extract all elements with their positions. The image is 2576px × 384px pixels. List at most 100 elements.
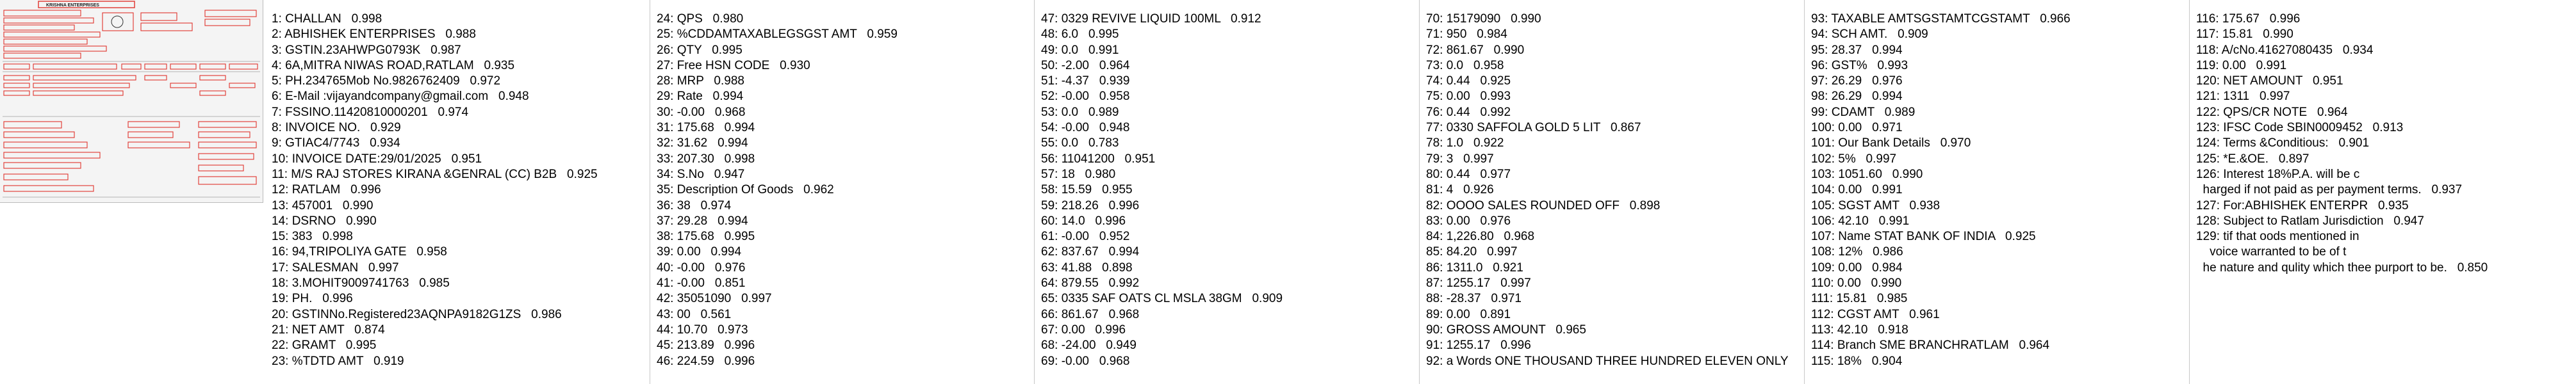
ocr-line: 71: 950 0.984 — [1426, 28, 1507, 42]
ocr-line: 44: 10.70 0.973 — [657, 323, 748, 337]
ocr-line: 8: INVOICE NO. 0.929 — [272, 121, 401, 135]
ocr-line: 21: NET AMT 0.874 — [272, 323, 385, 337]
ocr-line: 24: QPS 0.980 — [657, 12, 744, 26]
column-divider — [1804, 0, 1805, 384]
ocr-line: 123: IFSC Code SBIN0009452 0.913 — [2196, 121, 2404, 135]
ocr-line: 14: DSRNO 0.990 — [272, 214, 377, 228]
ocr-line: 57: 18 0.980 — [1041, 167, 1116, 181]
ocr-line: 48: 6.0 0.995 — [1041, 28, 1119, 42]
ocr-line: 10: INVOICE DATE:29/01/2025 0.951 — [272, 152, 482, 166]
ocr-line: 69: -0.00 0.968 — [1041, 354, 1130, 368]
ocr-line: 110: 0.00 0.990 — [1811, 276, 1902, 291]
ocr-line: 47: 0329 REVIVE LIQUID 100ML 0.912 — [1041, 12, 1261, 26]
ocr-line: 7: FSSINO.11420810000201 0.974 — [272, 105, 469, 119]
ocr-column-4: 70: 15179090 0.990 71: 950 0.984 72: 861.6… — [1420, 12, 1805, 384]
ocr-column-3: 47: 0329 REVIVE LIQUID 100ML 0.912 48: 6.… — [1035, 12, 1420, 384]
ocr-column-2: 24: QPS 0.980 25: %CDDAMTAXABLEGSGST AMT … — [650, 12, 1035, 384]
ocr-line: 72: 861.67 0.990 — [1426, 43, 1525, 57]
ocr-line: 16: 94,TRIPOLIYA GATE 0.958 — [272, 245, 447, 259]
ocr-line: 93: TAXABLE AMTSGSTAMTCGSTAMT 0.966 — [1811, 12, 2071, 26]
ocr-line: 78: 1.0 0.922 — [1426, 136, 1504, 150]
ocr-line: 84: 1,226.80 0.968 — [1426, 230, 1535, 244]
thumbnail-title: KRISHNA ENTERPRISES — [46, 3, 99, 8]
ocr-line: 121: 1311 0.997 — [2196, 90, 2290, 104]
ocr-line: 61: -0.00 0.952 — [1041, 230, 1130, 244]
column-divider — [1419, 0, 1420, 384]
ocr-line: 114: Branch SME BRANCHRATLAM 0.964 — [1811, 339, 2050, 353]
ocr-line: 74: 0.44 0.925 — [1426, 74, 1511, 88]
ocr-line: 58: 15.59 0.955 — [1041, 183, 1133, 197]
ocr-column-6: 116: 175.67 0.996 117: 15.81 0.990 118: A/… — [2190, 12, 2576, 384]
ocr-column-5: 93: TAXABLE AMTSGSTAMTCGSTAMT 0.966 94: S… — [1805, 12, 2190, 384]
ocr-line: 107: Name STAT BANK OF INDIA 0.925 — [1811, 230, 2036, 244]
ocr-line: 109: 0.00 0.984 — [1811, 260, 1903, 275]
ocr-line: 50: -2.00 0.964 — [1041, 58, 1130, 72]
ocr-line: 95: 28.37 0.994 — [1811, 43, 1903, 57]
ocr-line: 11: M/S RAJ STORES KIRANA &GENRAL (CC) B… — [272, 167, 598, 181]
ocr-line: 65: 0335 SAF OATS CL MSLA 38GM 0.909 — [1041, 292, 1283, 306]
ocr-line: 81: 4 0.926 — [1426, 183, 1494, 197]
ocr-line: 17: SALESMAN 0.997 — [272, 260, 399, 275]
ocr-line: 13: 457001 0.990 — [272, 198, 373, 212]
ocr-line: 63: 41.88 0.898 — [1041, 260, 1133, 275]
column-divider — [1034, 0, 1035, 384]
ocr-line: 85: 84.20 0.997 — [1426, 245, 1518, 259]
ocr-line: 99: CDAMT 0.989 — [1811, 105, 1916, 119]
ocr-line: 23: %TDTD AMT 0.919 — [272, 354, 404, 368]
ocr-line: 112: CGST AMT 0.961 — [1811, 307, 1940, 321]
ocr-line: 82: OOOO SALES ROUNDED OFF 0.898 — [1426, 198, 1661, 212]
ocr-line: 26: QTY 0.995 — [657, 43, 742, 57]
ocr-line: he nature and qulity which thee purport … — [2196, 260, 2488, 275]
ocr-line: 76: 0.44 0.992 — [1426, 105, 1511, 119]
ocr-line: 108: 12% 0.986 — [1811, 245, 1903, 259]
ocr-line: 91: 1255.17 0.996 — [1426, 339, 1531, 353]
ocr-line: 124: Terms &Conditious: 0.901 — [2196, 136, 2370, 150]
ocr-line: 68: -24.00 0.949 — [1041, 339, 1136, 353]
ocr-line: harged if not paid as per payment terms.… — [2196, 183, 2463, 197]
ocr-line: 25: %CDDAMTAXABLEGSGST AMT 0.959 — [657, 28, 898, 42]
ocr-line: 117: 15.81 0.990 — [2196, 28, 2293, 42]
ocr-line: 18: 3.MOHIT9009741763 0.985 — [272, 276, 450, 291]
ocr-line: 103: 1051.60 0.990 — [1811, 167, 1923, 181]
ocr-line: 120: NET AMOUNT 0.951 — [2196, 74, 2343, 88]
ocr-line: 34: S.No 0.947 — [657, 167, 745, 181]
ocr-line: 59: 218.26 0.996 — [1041, 198, 1140, 212]
ocr-line: 111: 15.81 0.985 — [1811, 292, 1908, 306]
document-thumbnail: KRISHNA ENTERPRISES — [0, 0, 263, 203]
ocr-line: 56: 11041200 0.951 — [1041, 152, 1156, 166]
ocr-line: 30: -0.00 0.968 — [657, 105, 746, 119]
ocr-line: 128: Subject to Ratlam Jurisdiction 0.94… — [2196, 214, 2424, 228]
ocr-line: 32: 31.62 0.994 — [657, 136, 748, 150]
ocr-line: 94: SCH AMT. 0.909 — [1811, 28, 1928, 42]
ocr-line: 43: 00 0.561 — [657, 307, 732, 321]
ocr-line: 105: SGST AMT 0.938 — [1811, 198, 1940, 212]
ocr-line: 64: 879.55 0.992 — [1041, 276, 1140, 291]
ocr-line: 79: 3 0.997 — [1426, 152, 1494, 166]
ocr-line: 126: Interest 18%P.A. will be c — [2196, 167, 2360, 181]
ocr-line: 33: 207.30 0.998 — [657, 152, 755, 166]
ocr-line: 35: Description Of Goods 0.962 — [657, 183, 834, 197]
ocr-line: 54: -0.00 0.948 — [1041, 121, 1130, 135]
ocr-line: 4: 6A,MITRA NIWAS ROAD,RATLAM 0.935 — [272, 58, 515, 72]
ocr-line: 49: 0.0 0.991 — [1041, 43, 1119, 57]
ocr-line: 77: 0330 SAFFOLA GOLD 5 LIT 0.867 — [1426, 121, 1641, 135]
ocr-line: 40: -0.00 0.976 — [657, 260, 746, 275]
ocr-line: 100: 0.00 0.971 — [1811, 121, 1903, 135]
ocr-line: 102: 5% 0.997 — [1811, 152, 1897, 166]
column-divider — [2189, 0, 2190, 384]
ocr-line: 66: 861.67 0.968 — [1041, 307, 1140, 321]
ocr-line: 27: Free HSN CODE 0.930 — [657, 58, 810, 72]
ocr-line: 38: 175.68 0.995 — [657, 230, 755, 244]
ocr-line: 89: 0.00 0.891 — [1426, 307, 1511, 321]
ocr-line: 80: 0.44 0.977 — [1426, 167, 1511, 181]
ocr-line: 62: 837.67 0.994 — [1041, 245, 1140, 259]
ocr-line: 75: 0.00 0.993 — [1426, 90, 1511, 104]
ocr-line: 12: RATLAM 0.996 — [272, 183, 381, 197]
ocr-line: 73: 0.0 0.958 — [1426, 58, 1504, 72]
ocr-line: 2: ABHISHEK ENTERPRISES 0.988 — [272, 28, 476, 42]
ocr-line: 115: 18% 0.904 — [1811, 354, 1903, 368]
ocr-line: 55: 0.0 0.783 — [1041, 136, 1119, 150]
ocr-line: 125: *E.&OE. 0.897 — [2196, 152, 2309, 166]
ocr-line: 106: 42.10 0.991 — [1811, 214, 1910, 228]
ocr-line: 15: 383 0.998 — [272, 230, 353, 244]
